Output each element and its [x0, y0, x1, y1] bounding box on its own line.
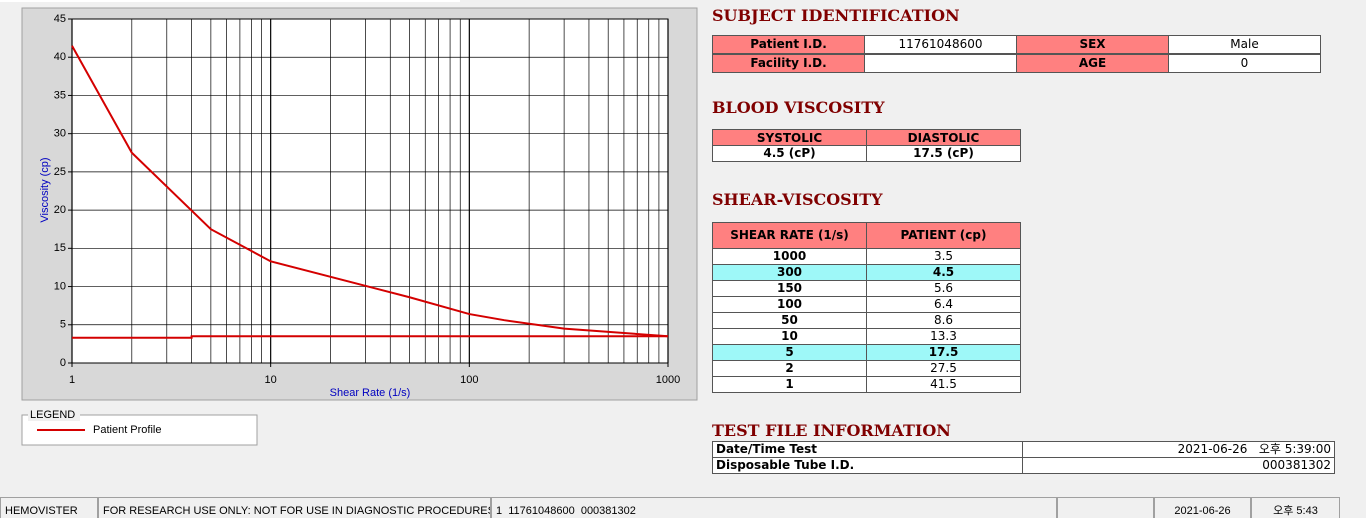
cell: 13.3 [866, 328, 1021, 345]
cell: 50 [712, 312, 867, 329]
status-cell [1057, 497, 1154, 518]
legend-title-bg [28, 409, 80, 421]
y-tick-label: 5 [60, 319, 66, 331]
section-title: BLOOD VISCOSITY [712, 98, 885, 117]
cell [864, 54, 1017, 73]
x-tick-label: 100 [460, 374, 478, 386]
chart: Shear Rate (1/s) Viscosity (cp) LEGEND 0… [21, 7, 698, 446]
cell: 150 [712, 280, 867, 297]
cell: 1 [712, 376, 867, 393]
label-cell: Facility I.D. [712, 54, 865, 73]
x-tick-label: 1000 [656, 374, 680, 386]
plot-area [71, 18, 669, 364]
x-tick-label: 10 [265, 374, 277, 386]
cell: 4.5 (cP) [712, 145, 867, 162]
tab-edge [0, 0, 460, 2]
cell: 4.5 [866, 264, 1021, 281]
cell: 000381302 [1022, 457, 1335, 474]
y-tick-label: 10 [54, 280, 66, 292]
label-cell: Date/Time Test [712, 441, 1023, 458]
cell: 100 [712, 296, 867, 313]
status-cell: 1 11761048600 000381302 [491, 497, 1057, 518]
cell: 27.5 [866, 360, 1021, 377]
x-axis-label: Shear Rate (1/s) [330, 387, 411, 399]
cell: 300 [712, 264, 867, 281]
cell: 8.6 [866, 312, 1021, 329]
legend-label: Patient Profile [93, 424, 161, 436]
header-cell: PATIENT (cp) [866, 222, 1021, 249]
status-cell: HEMOVISTER [0, 497, 98, 518]
header-cell: SYSTOLIC [712, 129, 867, 146]
series-line [71, 45, 669, 338]
status-cell: FOR RESEARCH USE ONLY: NOT FOR USE IN DI… [98, 497, 491, 518]
y-tick-label: 35 [54, 89, 66, 101]
section-title: SUBJECT IDENTIFICATION [712, 6, 960, 25]
cell: 5.6 [866, 280, 1021, 297]
y-tick-label: 20 [54, 204, 66, 216]
y-tick-label: 45 [54, 13, 66, 25]
y-tick-label: 0 [60, 357, 66, 369]
section-title: SHEAR-VISCOSITY [712, 190, 883, 209]
cell: Male [1168, 35, 1321, 54]
x-tick-label: 1 [69, 374, 75, 386]
y-tick-label: 30 [54, 128, 66, 140]
cell: 41.5 [866, 376, 1021, 393]
cell: 2 [712, 360, 867, 377]
status-cell: 오후 5:43 [1251, 497, 1340, 518]
cell: 3.5 [866, 248, 1021, 265]
cell: 11761048600 [864, 35, 1017, 54]
header-cell: SHEAR RATE (1/s) [712, 222, 867, 249]
y-tick-label: 40 [54, 51, 66, 63]
cell: 17.5 (cP) [866, 145, 1021, 162]
y-tick-label: 25 [54, 166, 66, 178]
status-cell: 2021-06-26 [1154, 497, 1251, 518]
section-title: TEST FILE INFORMATION [712, 421, 951, 440]
cell: 1000 [712, 248, 867, 265]
series-line [72, 335, 668, 339]
y-tick-label: 15 [54, 242, 66, 254]
header-cell: DIASTOLIC [866, 129, 1021, 146]
label-cell: AGE [1016, 54, 1169, 73]
cell: 5 [712, 344, 867, 361]
label-cell: Patient I.D. [712, 35, 865, 54]
legend-title: LEGEND [30, 409, 75, 421]
label-cell: Disposable Tube I.D. [712, 457, 1023, 474]
cell: 10 [712, 328, 867, 345]
cell: 6.4 [866, 296, 1021, 313]
cell: 0 [1168, 54, 1321, 73]
cell: 2021-06-26 오후 5:39:00 [1022, 441, 1335, 458]
label-cell: SEX [1016, 35, 1169, 54]
cell: 17.5 [866, 344, 1021, 361]
y-axis-label: Viscosity (cp) [39, 157, 51, 222]
